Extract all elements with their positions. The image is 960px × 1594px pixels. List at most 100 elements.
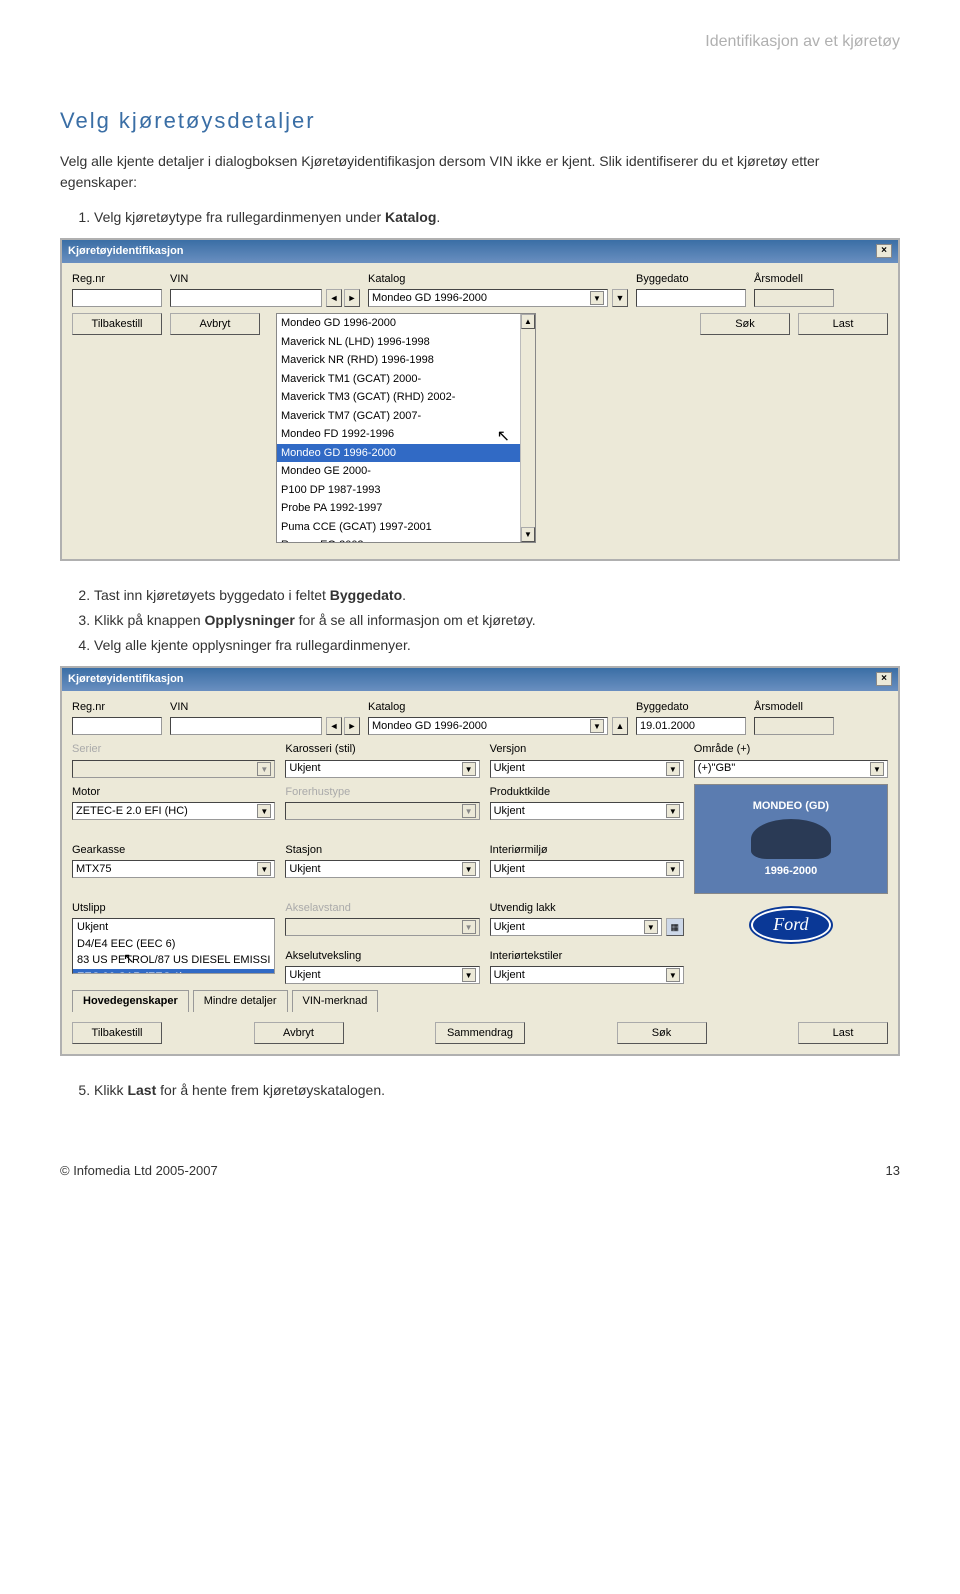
katalog-label: Katalog bbox=[368, 699, 628, 716]
byggedato-input[interactable] bbox=[636, 289, 746, 307]
karosseri-value: Ukjent bbox=[289, 760, 320, 777]
chevron-down-icon: ▼ bbox=[462, 920, 476, 934]
motor-select[interactable]: ZETEC-E 2.0 EFI (HC)▼ bbox=[72, 802, 275, 820]
utslipp-item[interactable]: D4/E4 EEC (EEC 6) bbox=[73, 936, 274, 953]
regnr-label: Reg.nr bbox=[72, 699, 162, 716]
vin-input[interactable] bbox=[170, 289, 322, 307]
utslipp-item[interactable]: EEC 96 CAR (EEC 1) bbox=[73, 969, 274, 975]
regnr-input[interactable] bbox=[72, 717, 162, 735]
step-text: Klikk på knappen bbox=[94, 612, 205, 628]
interiortekstiler-label: Interiørtekstiler bbox=[490, 948, 684, 965]
close-icon[interactable]: × bbox=[876, 672, 892, 686]
tilbakestill-button[interactable]: Tilbakestill bbox=[72, 1022, 162, 1044]
color-picker-icon[interactable]: ▦ bbox=[666, 918, 684, 936]
utslipp-item[interactable]: Ukjent bbox=[73, 919, 274, 936]
chevron-down-icon: ▼ bbox=[462, 968, 476, 982]
step-5: Klikk Last for å hente frem kjøretøyskat… bbox=[94, 1080, 900, 1101]
utvendig-select[interactable]: Ukjent▼ bbox=[490, 918, 662, 936]
chevron-down-icon: ▼ bbox=[462, 762, 476, 776]
chevron-down-icon: ▼ bbox=[644, 920, 658, 934]
interiormiljo-value: Ukjent bbox=[494, 861, 525, 878]
tab-vin-merknad[interactable]: VIN-merknad bbox=[292, 990, 379, 1012]
produktkilde-value: Ukjent bbox=[494, 803, 525, 820]
sok-button[interactable]: Søk bbox=[617, 1022, 707, 1044]
dropdown-item[interactable]: Puma CCE (GCAT) 1997-2001 bbox=[277, 518, 535, 537]
interiortekstiler-select[interactable]: Ukjent▼ bbox=[490, 966, 684, 984]
prev-icon[interactable]: ◄ bbox=[326, 717, 342, 735]
chevron-down-icon: ▼ bbox=[870, 762, 884, 776]
tilbakestill-button[interactable]: Tilbakestill bbox=[72, 313, 162, 335]
next-icon[interactable]: ► bbox=[344, 289, 360, 307]
byggedato-input[interactable] bbox=[636, 717, 746, 735]
scroll-down-icon[interactable]: ▼ bbox=[521, 527, 535, 542]
stasjon-label: Stasjon bbox=[285, 842, 479, 859]
step-text: Klikk bbox=[94, 1082, 127, 1098]
forerhustype-label: Forerhustype bbox=[285, 784, 479, 801]
step-text: Velg kjøretøytype fra rullegardinmenyen … bbox=[94, 209, 385, 225]
versjon-select[interactable]: Ukjent ▼ bbox=[490, 760, 684, 778]
produktkilde-select[interactable]: Ukjent ▼ bbox=[490, 802, 684, 820]
akselutveksling-select[interactable]: Ukjent ▼ bbox=[285, 966, 479, 984]
stasjon-value: Ukjent bbox=[289, 861, 320, 878]
dialog-title: Kjøretøyidentifikasjon bbox=[68, 243, 184, 260]
chevron-down-icon: ▼ bbox=[590, 291, 604, 305]
expand-icon[interactable]: ▼ bbox=[612, 289, 628, 307]
arsmodell-label: Årsmodell bbox=[754, 271, 834, 288]
interiormiljo-label: Interiørmiljø bbox=[490, 842, 684, 859]
arsmodell-label: Årsmodell bbox=[754, 699, 834, 716]
chevron-down-icon: ▼ bbox=[257, 804, 271, 818]
last-button[interactable]: Last bbox=[798, 1022, 888, 1044]
akselutveksling-value: Ukjent bbox=[289, 967, 320, 984]
dropdown-item[interactable]: Maverick NR (RHD) 1996-1998 bbox=[277, 351, 535, 370]
chevron-down-icon: ▼ bbox=[257, 762, 271, 776]
dialog-titlebar: Kjøretøyidentifikasjon × bbox=[62, 668, 898, 691]
avbryt-button[interactable]: Avbryt bbox=[170, 313, 260, 335]
dropdown-item[interactable]: Mondeo GD 1996-2000 bbox=[277, 314, 535, 333]
chevron-down-icon: ▼ bbox=[666, 762, 680, 776]
omrade-select[interactable]: (+)"GB"▼ bbox=[694, 760, 888, 778]
dropdown-item[interactable]: Maverick TM1 (GCAT) 2000- bbox=[277, 370, 535, 389]
scroll-up-icon[interactable]: ▲ bbox=[521, 314, 535, 329]
dropdown-item[interactable]: Maverick NL (LHD) 1996-1998 bbox=[277, 333, 535, 352]
dropdown-item[interactable]: Mondeo GE 2000- bbox=[277, 462, 535, 481]
gearkasse-select[interactable]: MTX75▼ bbox=[72, 860, 275, 878]
utslipp-item[interactable]: 83 US PETROL/87 US DIESEL EMISSI bbox=[73, 952, 274, 969]
dropdown-item[interactable]: P100 DP 1987-1993 bbox=[277, 481, 535, 500]
dropdown-item[interactable]: Maverick TM3 (GCAT) (RHD) 2002- bbox=[277, 388, 535, 407]
karosseri-select[interactable]: Ukjent ▼ bbox=[285, 760, 479, 778]
car-icon bbox=[751, 819, 831, 859]
step-bold: Opplysninger bbox=[205, 612, 295, 628]
chevron-down-icon: ▼ bbox=[666, 804, 680, 818]
utslipp-listbox[interactable]: UkjentD4/E4 EEC (EEC 6)83 US PETROL/87 U… bbox=[72, 918, 275, 974]
last-button[interactable]: Last bbox=[798, 313, 888, 335]
step-text: for å hente frem kjøretøyskatalogen. bbox=[156, 1082, 385, 1098]
tab-hovedegenskaper[interactable]: Hovedegenskaper bbox=[72, 990, 189, 1012]
dropdown-item[interactable]: Maverick TM7 (GCAT) 2007- bbox=[277, 407, 535, 426]
chevron-down-icon: ▼ bbox=[257, 862, 271, 876]
collapse-icon[interactable]: ▲ bbox=[612, 717, 628, 735]
close-icon[interactable]: × bbox=[876, 244, 892, 258]
regnr-input[interactable] bbox=[72, 289, 162, 307]
scrollbar[interactable]: ▲ ▼ bbox=[520, 314, 535, 542]
katalog-select[interactable]: Mondeo GD 1996-2000 ▼ bbox=[368, 717, 608, 735]
next-icon[interactable]: ► bbox=[344, 717, 360, 735]
chevron-down-icon: ▼ bbox=[666, 968, 680, 982]
footer-pagenum: 13 bbox=[886, 1161, 900, 1181]
step-text: . bbox=[436, 209, 440, 225]
versjon-label: Versjon bbox=[490, 741, 684, 758]
avbryt-button[interactable]: Avbryt bbox=[254, 1022, 344, 1044]
chevron-down-icon: ▼ bbox=[462, 862, 476, 876]
katalog-select[interactable]: Mondeo GD 1996-2000 ▼ bbox=[368, 289, 608, 307]
sok-button[interactable]: Søk bbox=[700, 313, 790, 335]
forerhustype-select: ▼ bbox=[285, 802, 479, 820]
tab-mindre-detaljer[interactable]: Mindre detaljer bbox=[193, 990, 288, 1012]
sammendrag-button[interactable]: Sammendrag bbox=[435, 1022, 525, 1044]
dropdown-item[interactable]: Ranger EQ 2002- bbox=[277, 536, 535, 543]
vin-input[interactable] bbox=[170, 717, 322, 735]
prev-icon[interactable]: ◄ bbox=[326, 289, 342, 307]
versjon-value: Ukjent bbox=[494, 760, 525, 777]
dropdown-item[interactable]: Probe PA 1992-1997 bbox=[277, 499, 535, 518]
interiormiljo-select[interactable]: Ukjent▼ bbox=[490, 860, 684, 878]
stasjon-select[interactable]: Ukjent ▼ bbox=[285, 860, 479, 878]
step-text: Tast inn kjøretøyets byggedato i feltet bbox=[94, 587, 330, 603]
